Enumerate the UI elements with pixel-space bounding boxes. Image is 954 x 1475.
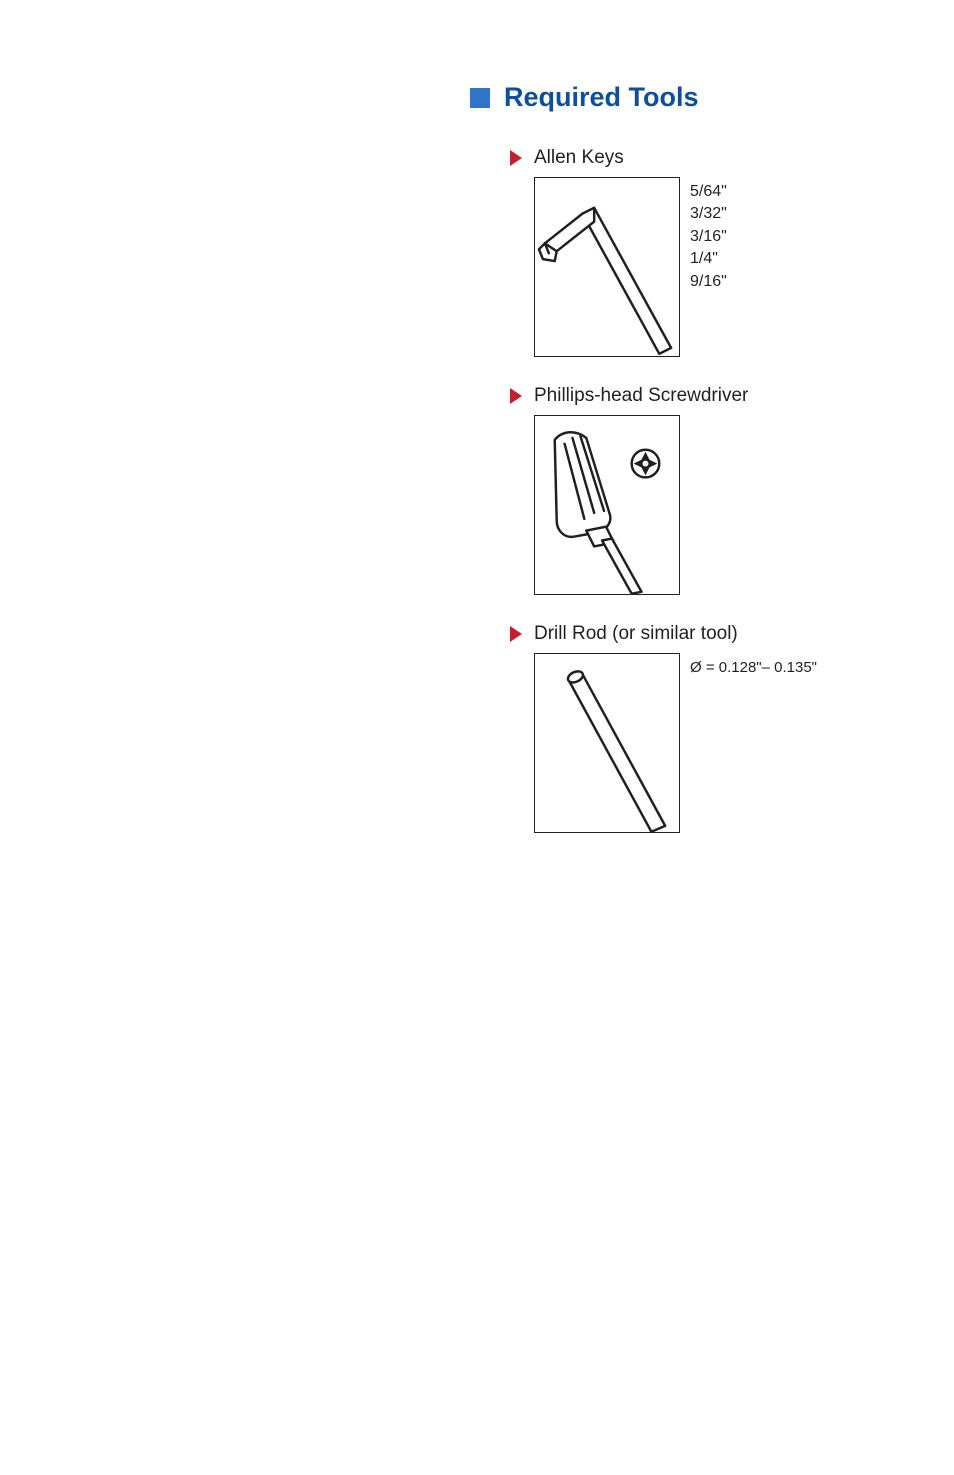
tool-side-text: 5/64" 3/32" 3/16" 1/4" 9/16": [690, 177, 727, 293]
size-line: 5/64": [690, 181, 727, 203]
tool-image-allen-key: [534, 177, 680, 357]
tool-body: 5/64" 3/32" 3/16" 1/4" 9/16": [510, 177, 894, 357]
tool-label: Drill Rod (or similar tool): [534, 623, 738, 645]
section-title-text: Required Tools: [504, 82, 699, 113]
size-line: 3/16": [690, 226, 727, 248]
tool-header: Phillips-head Screwdriver: [510, 385, 894, 407]
tool-item-drill-rod: Drill Rod (or similar tool) Ø = 0.128"– …: [470, 623, 894, 833]
arrow-icon: [510, 150, 522, 166]
tool-body: [510, 415, 894, 595]
tool-label: Phillips-head Screwdriver: [534, 385, 748, 407]
tool-item-allen-keys: Allen Keys 5/64": [470, 147, 894, 357]
arrow-icon: [510, 626, 522, 642]
size-line: Ø = 0.128"– 0.135": [690, 657, 817, 678]
tool-image-drill-rod: [534, 653, 680, 833]
section-bullet-square: [470, 88, 490, 108]
arrow-icon: [510, 388, 522, 404]
tool-header: Allen Keys: [510, 147, 894, 169]
section-title: Required Tools: [470, 82, 894, 113]
tool-header: Drill Rod (or similar tool): [510, 623, 894, 645]
tool-image-screwdriver: [534, 415, 680, 595]
tool-side-text: Ø = 0.128"– 0.135": [690, 653, 817, 678]
size-line: 3/32": [690, 203, 727, 225]
tool-item-phillips: Phillips-head Screwdriver: [470, 385, 894, 595]
size-line: 1/4": [690, 248, 727, 270]
tool-label: Allen Keys: [534, 147, 624, 169]
tool-body: Ø = 0.128"– 0.135": [510, 653, 894, 833]
size-line: 9/16": [690, 271, 727, 293]
page: Required Tools Allen Keys: [0, 0, 954, 921]
